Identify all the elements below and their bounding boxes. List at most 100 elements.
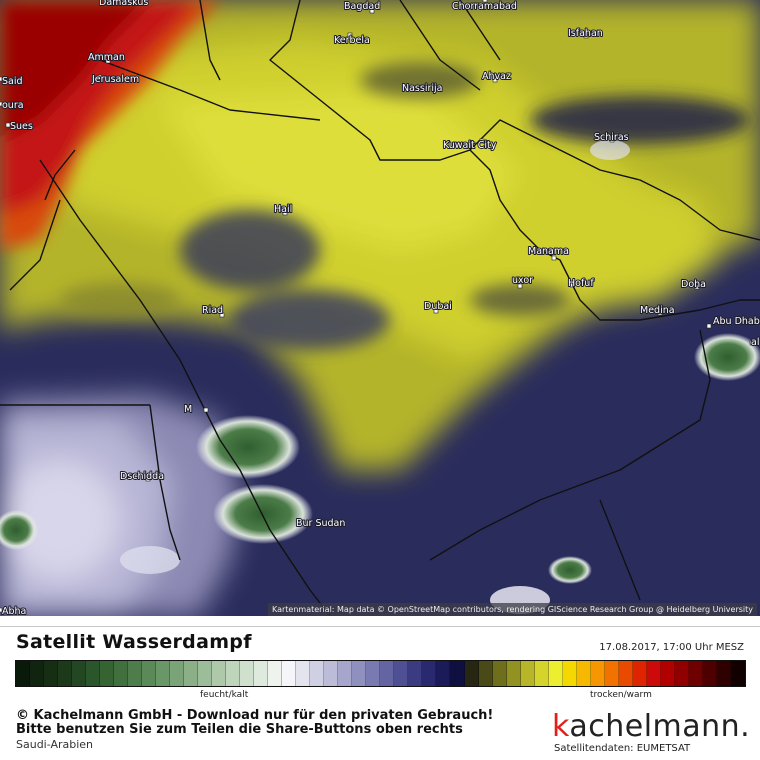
city-marker (583, 33, 589, 39)
city-marker (219, 312, 225, 318)
city-marker (657, 310, 663, 316)
color-scale-step (72, 661, 87, 686)
divider (0, 626, 760, 627)
color-scale-bar (15, 660, 746, 687)
color-scale-step (44, 661, 59, 686)
city-label: Riad (202, 305, 223, 316)
city-marker (0, 607, 3, 613)
color-scale-step (16, 661, 31, 686)
city-marker (609, 137, 615, 143)
color-scale-step (492, 661, 507, 686)
city-label: Dubai (424, 301, 452, 312)
city-label: Medina (640, 305, 675, 316)
color-scale-step (716, 661, 731, 686)
city-marker (420, 84, 426, 90)
city-label: Abha (2, 606, 26, 616)
city-label: Said (2, 76, 23, 87)
color-scale-step (562, 661, 577, 686)
city-marker (203, 407, 209, 413)
city-marker (492, 77, 498, 83)
color-scale-step (464, 661, 479, 686)
city-marker (0, 101, 3, 107)
color-scale-step (296, 661, 311, 686)
color-scale-step (576, 661, 591, 686)
city-label: Dschidda (120, 471, 164, 482)
city-label: M (184, 404, 192, 415)
city-label: Kerbela (334, 35, 370, 46)
city-marker (433, 308, 439, 314)
color-scale-step (282, 661, 297, 686)
color-scale-step (156, 661, 171, 686)
color-scale-step (268, 661, 283, 686)
city-label: Sues (10, 121, 33, 132)
color-scale-step (646, 661, 661, 686)
city-marker (517, 283, 523, 289)
color-scale-step (184, 661, 199, 686)
city-label: Bagdad (344, 1, 380, 12)
city-marker (369, 8, 375, 14)
color-scale-step (436, 661, 451, 686)
color-scale-step (394, 661, 409, 686)
map-attribution: Kartenmaterial: Map data © OpenStreetMap… (267, 603, 757, 616)
color-scale-step (240, 661, 255, 686)
city-marker (145, 476, 151, 482)
page-title: Satellit Wasserdampf (16, 631, 252, 653)
city-label: Bur Sudan (296, 518, 345, 529)
city-label: Amman (88, 52, 125, 63)
city-marker (0, 76, 3, 82)
color-scale-step (324, 661, 339, 686)
share-notice: Bitte benutzen Sie zum Teilen die Share-… (16, 722, 463, 737)
timestamp: 17.08.2017, 17:00 Uhr MESZ (599, 642, 744, 653)
color-scale-step (590, 661, 605, 686)
city-label: Abu Dhabi (713, 316, 760, 327)
city-marker (694, 284, 700, 290)
city-label: Doha (681, 279, 706, 290)
kachelmann-logo[interactable]: kachelmann. (552, 709, 751, 744)
color-scale-step (254, 661, 269, 686)
color-scale-step (226, 661, 241, 686)
color-scale-step (114, 661, 129, 686)
city-label: Damaskus (99, 0, 148, 8)
city-label: Ahvaz (482, 71, 511, 82)
scale-label-moist: feucht/kalt (200, 690, 249, 700)
color-scale-step (128, 661, 143, 686)
city-label: Kuwait City (443, 140, 497, 151)
city-marker (482, 0, 488, 3)
city-marker (299, 519, 305, 525)
color-scale-step (142, 661, 157, 686)
city-label: uxor (512, 275, 533, 286)
city-label: Manama (528, 246, 569, 257)
color-scale-step (702, 661, 717, 686)
city-label: Hail (274, 204, 292, 215)
region-name: Saudi-Arabien (16, 738, 94, 751)
data-source: Satellitendaten: EUMETSAT (554, 743, 691, 754)
color-scale-step (198, 661, 213, 686)
color-scale-step (100, 661, 115, 686)
city-marker (347, 32, 353, 38)
color-scale-step (674, 661, 689, 686)
color-scale-step (380, 661, 395, 686)
color-scale-step (86, 661, 101, 686)
city-marker (479, 138, 485, 144)
city-label: Hofuf (568, 278, 594, 289)
city-marker (105, 58, 111, 64)
color-scale-step (534, 661, 549, 686)
city-marker (706, 323, 712, 329)
city-marker (104, 0, 110, 3)
city-marker (569, 282, 575, 288)
footer-panel (0, 616, 760, 760)
color-scale-step (30, 661, 45, 686)
color-scale-step (506, 661, 521, 686)
color-scale-step (212, 661, 227, 686)
city-label: Jerusalem (91, 74, 139, 85)
city-marker (5, 122, 11, 128)
color-scale-step (632, 661, 647, 686)
color-scale-step (366, 661, 381, 686)
color-scale-step (450, 661, 465, 686)
color-scale-step (338, 661, 353, 686)
city-label: Chorramabad (452, 1, 517, 12)
color-scale-step (548, 661, 563, 686)
color-scale-step (422, 661, 437, 686)
satellite-map: Damaskus Bagdad Chorramabad Kerbela Isfahan A… (0, 0, 760, 616)
city-label: al-Ain (751, 337, 760, 348)
